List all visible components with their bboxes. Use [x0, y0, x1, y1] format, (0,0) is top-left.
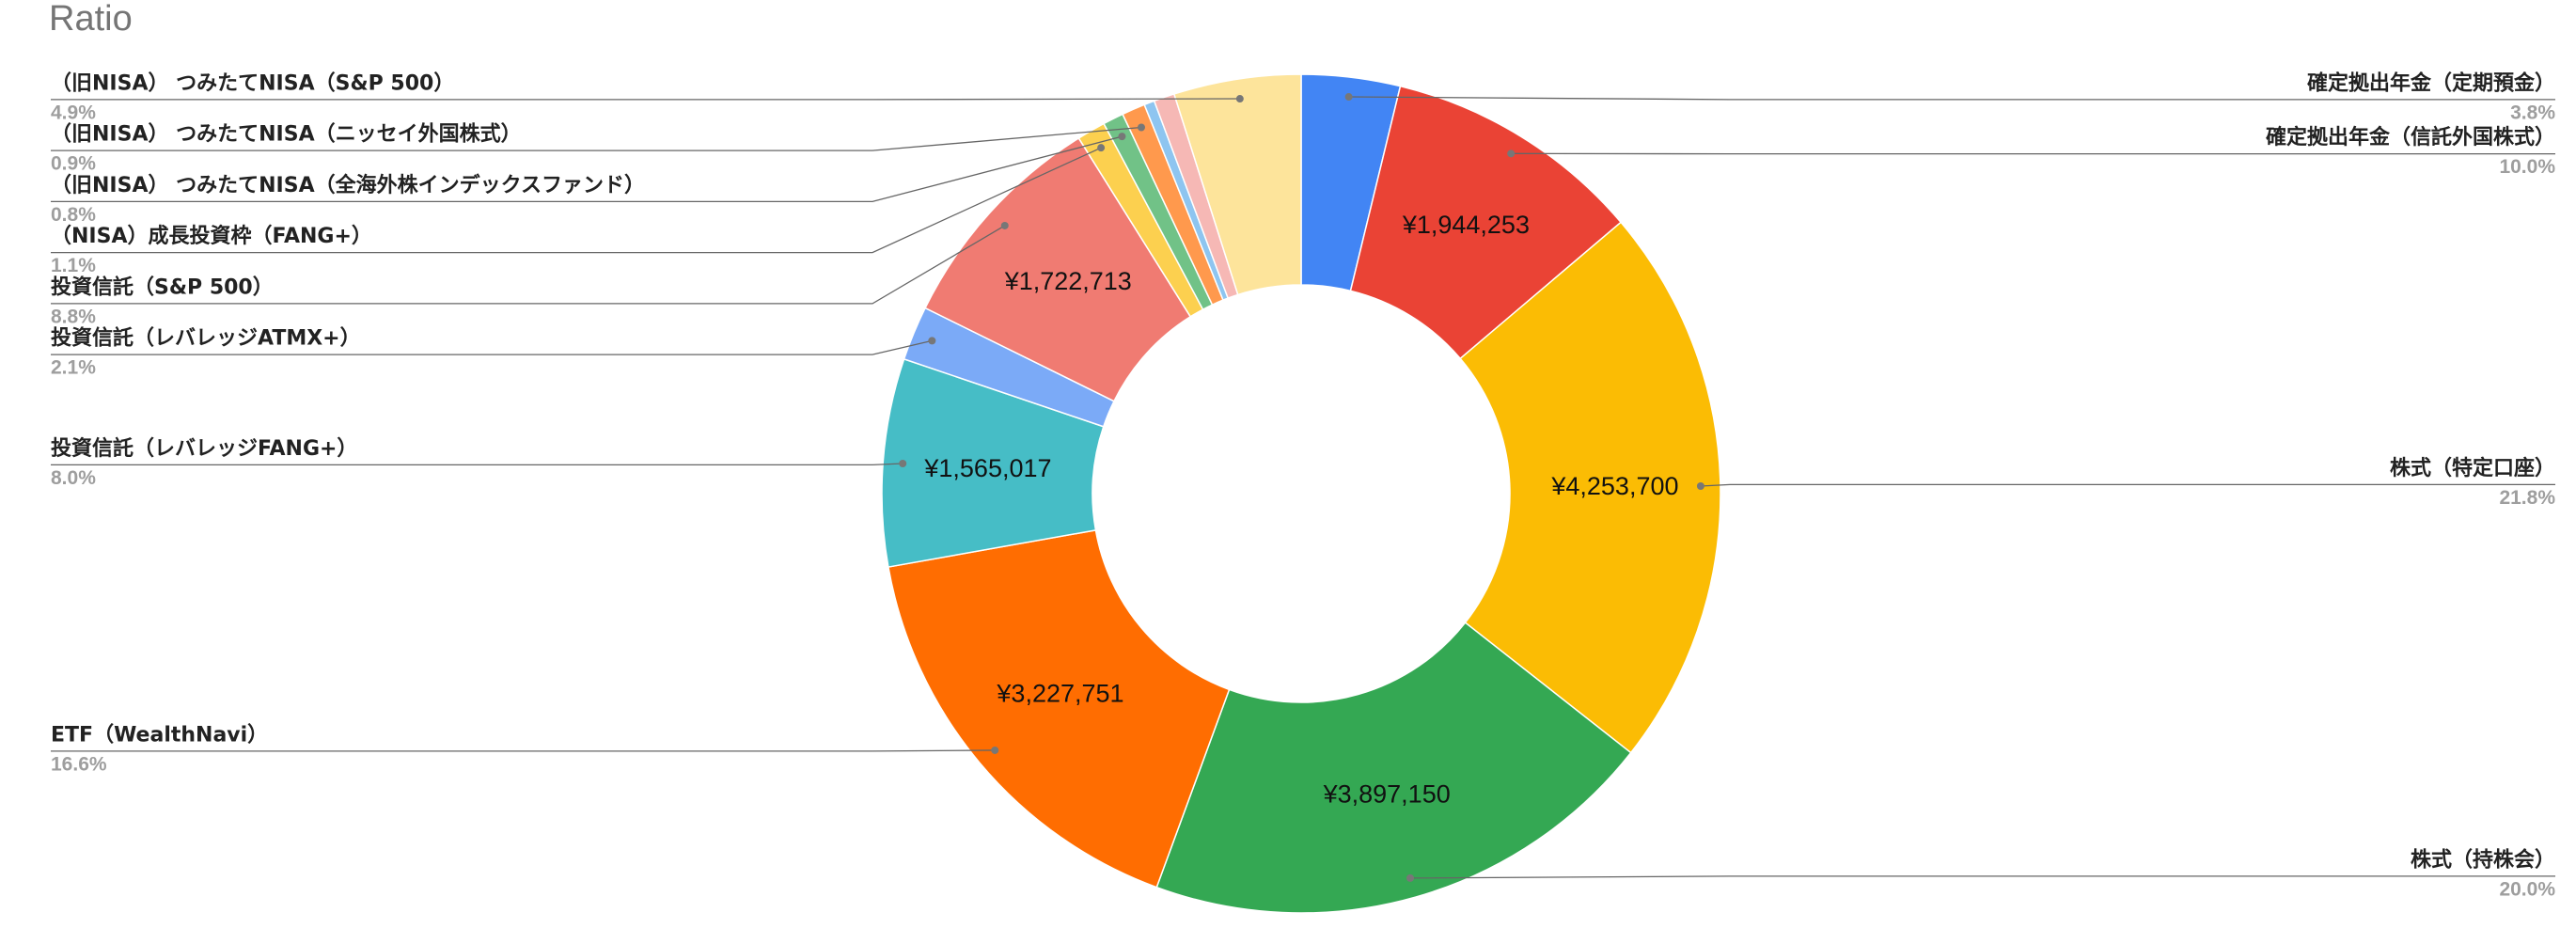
leader-dot: [1345, 93, 1353, 101]
leader-dot: [1406, 874, 1414, 882]
leader-dot: [899, 460, 906, 467]
leader-line: [1701, 484, 2555, 486]
slice-amount-label: ¥4,253,700: [1550, 472, 1678, 500]
legend-label: 投資信託（レバレッジATMX+）: [51, 326, 361, 351]
legend-label: （旧NISA） つみたてNISA（ニッセイ外国株式）: [51, 122, 522, 147]
percent-label: 16.6%: [51, 753, 107, 775]
percent-label: 8.0%: [51, 467, 96, 489]
leader-dot: [991, 747, 998, 754]
legend-label: （NISA）成長投資枠（FANG+）: [51, 224, 372, 248]
legend-label: ETF（WealthNavi）: [51, 723, 268, 747]
leader-dot: [928, 337, 935, 344]
leader-dot: [1001, 222, 1009, 229]
percent-label: 2.1%: [51, 357, 96, 379]
percent-label: 4.9%: [51, 102, 96, 123]
percent-label: 0.8%: [51, 204, 96, 226]
legend-label: 株式（持株会）: [2411, 847, 2555, 872]
percent-label: 1.1%: [51, 255, 96, 276]
leader-dot: [1118, 133, 1125, 140]
leader-line: [1349, 97, 2555, 100]
legend-label: 確定拠出年金（信託外国株式）: [2266, 125, 2555, 149]
percent-label: 10.0%: [2499, 156, 2555, 178]
leader-line: [1410, 876, 2555, 878]
leader-dot: [1236, 95, 1244, 102]
leader-line: [51, 750, 995, 751]
slice-amount-label: ¥3,227,751: [996, 680, 1123, 708]
slice-amount-label: ¥1,722,713: [1004, 267, 1132, 295]
chart-title: Ratio: [49, 0, 133, 39]
leader-dot: [1507, 149, 1515, 157]
percent-label: 3.8%: [2510, 102, 2555, 123]
slice-amount-label: ¥3,897,150: [1323, 779, 1451, 808]
slice-amount-label: ¥1,565,017: [923, 454, 1051, 482]
percent-label: 0.9%: [51, 153, 96, 175]
legend-label: （旧NISA） つみたてNISA（S&P 500）: [51, 71, 454, 95]
legend-label: 投資信託（レバレッジFANG+）: [51, 436, 357, 461]
percent-label: 20.0%: [2499, 878, 2555, 900]
legend-label: （旧NISA） つみたてNISA（全海外株インデックスファンド）: [51, 173, 645, 197]
legend-label: 確定拠出年金（定期預金）: [2307, 71, 2555, 95]
legend-label: 投資信託（S&P 500）: [51, 275, 274, 299]
slice-amount-label: ¥1,944,253: [1402, 211, 1530, 239]
leader-dot: [1697, 482, 1704, 490]
leader-line: [51, 99, 1240, 100]
percent-label: 21.8%: [2499, 487, 2555, 509]
percent-label: 8.8%: [51, 306, 96, 327]
leader-dot: [1138, 123, 1145, 131]
legend-label: 株式（特定口座）: [2390, 456, 2555, 480]
leader-dot: [1097, 144, 1105, 151]
